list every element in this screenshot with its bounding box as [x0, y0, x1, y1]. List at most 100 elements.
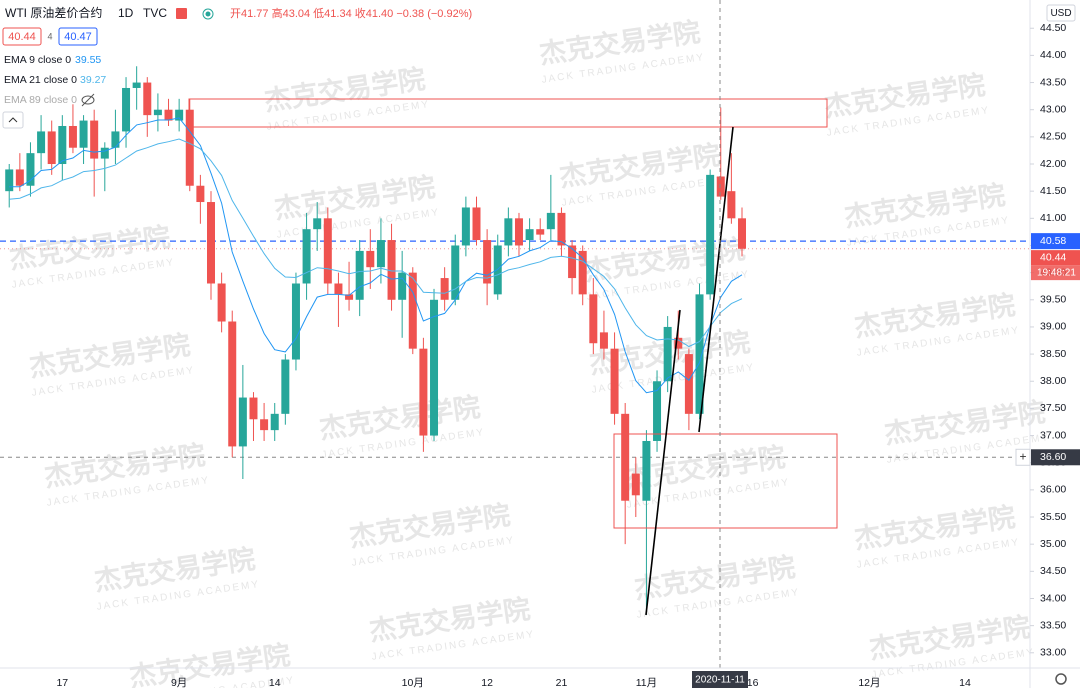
- candle-body: [47, 131, 56, 165]
- market-icon: [176, 8, 187, 19]
- y-tick-label: 34.50: [1040, 565, 1066, 577]
- candle-body: [451, 245, 460, 300]
- status-dot: [205, 11, 211, 17]
- candle-body: [228, 321, 237, 447]
- y-tick-label: 37.50: [1040, 402, 1066, 414]
- candle-body: [536, 229, 545, 235]
- source: TVC: [143, 6, 167, 20]
- currency-box[interactable]: [1046, 4, 1076, 22]
- candle-body: [90, 120, 99, 159]
- candle-body: [345, 294, 354, 300]
- currency: USD: [1050, 8, 1071, 19]
- collapse-icon: [8, 117, 18, 123]
- y-tick-label: 41.00: [1040, 212, 1066, 224]
- y-tick-label: 44.00: [1040, 49, 1066, 61]
- candle-body: [334, 283, 343, 295]
- spread: 4: [47, 31, 52, 41]
- candle-body: [398, 272, 407, 300]
- candle-body: [568, 245, 577, 279]
- x-tick-label: 17: [56, 677, 68, 688]
- zone-rectangle: [188, 98, 828, 128]
- candle-body: [642, 440, 651, 501]
- candle-body: [483, 240, 492, 284]
- y-tick-label: 43.00: [1040, 103, 1066, 115]
- candle-body: [58, 125, 67, 165]
- last-price-box: [1031, 250, 1080, 266]
- crosshair-date-box: [692, 671, 748, 688]
- crosshair-add-button[interactable]: [1015, 448, 1031, 466]
- y-tick-label: 38.50: [1040, 348, 1066, 360]
- candle-body: [26, 153, 35, 186]
- last-price-label: 40.44: [1040, 251, 1066, 263]
- candle-body: [727, 191, 736, 219]
- candle-body: [663, 326, 672, 382]
- x-tick-label: 12: [481, 677, 493, 688]
- ohlc-values: 开41.77 高43.04 低41.34 收41.40 −0.38 (−0.92…: [230, 6, 472, 20]
- candle-body: [695, 294, 704, 414]
- candle-body: [238, 397, 247, 447]
- hide-icon[interactable]: [81, 93, 95, 107]
- y-tick-label: 33.00: [1040, 647, 1066, 659]
- candle-body: [440, 278, 449, 300]
- candle-body: [376, 240, 385, 268]
- y-tick-label: 38.00: [1040, 375, 1066, 387]
- settings-icon[interactable]: [1055, 673, 1067, 685]
- candle-body: [461, 207, 470, 246]
- y-tick-label: 39.00: [1040, 321, 1066, 333]
- candle-body: [557, 212, 566, 246]
- candle-body: [111, 131, 120, 148]
- interval: 1D: [118, 6, 134, 20]
- bid-box[interactable]: [2, 27, 42, 46]
- x-tick-label: 9月: [171, 677, 187, 688]
- candle-body: [132, 82, 141, 88]
- countdown: 19:48:21: [1037, 267, 1076, 278]
- time-axis: 17 9月 14 10月 12 21 11月 16 12月 14: [56, 677, 971, 688]
- candle-body: [706, 174, 715, 295]
- price-labels: 40.58 40.44 19:48:21 + 36.60 2020-11-11: [692, 233, 1080, 688]
- candle-body: [599, 332, 608, 349]
- ema-line: [9, 138, 743, 348]
- candle-body: [302, 229, 311, 284]
- y-tick-label: 44.50: [1040, 22, 1066, 34]
- x-tick-label: 14: [959, 677, 971, 688]
- candle-body: [5, 169, 14, 192]
- candle-body: [323, 218, 332, 284]
- crosshair-price-label: 36.60: [1040, 451, 1066, 463]
- candle-body: [37, 131, 46, 154]
- candle-body: [387, 240, 396, 300]
- candle-body: [674, 337, 683, 349]
- price-line-label-box: [1031, 233, 1080, 250]
- candle-body: [68, 125, 77, 148]
- y-tick-label: 34.00: [1040, 592, 1066, 604]
- y-tick-label: 36.00: [1040, 484, 1066, 496]
- candle-body: [546, 212, 555, 230]
- candle-body: [291, 283, 300, 360]
- crosshair-add-icon: +: [1019, 449, 1026, 463]
- ask-box[interactable]: [58, 27, 98, 46]
- price-line-label: 40.58: [1040, 235, 1066, 247]
- candle-body: [281, 359, 290, 414]
- y-tick-label: 35.00: [1040, 538, 1066, 550]
- status-icon: [202, 8, 214, 20]
- candle-body: [79, 120, 88, 148]
- candle-body: [419, 348, 428, 436]
- candle-body: [185, 109, 194, 186]
- x-tick-label: 14: [269, 677, 281, 688]
- candle-body: [100, 147, 109, 159]
- candle-body: [15, 169, 24, 186]
- candle-body: [270, 413, 279, 431]
- candle-body: [621, 413, 630, 501]
- collapse-button[interactable]: [2, 111, 24, 129]
- legend-name: EMA 9 close 0: [4, 54, 71, 66]
- y-tick-label: 39.50: [1040, 294, 1066, 306]
- candle-body: [122, 87, 131, 132]
- candle-body: [207, 202, 215, 284]
- zone-rectangle: [613, 433, 838, 529]
- y-tick-label: 33.50: [1040, 619, 1066, 631]
- y-tick-label: 42.00: [1040, 158, 1066, 170]
- crosshair-price-box: [1031, 449, 1080, 466]
- bid: 40.44: [8, 31, 36, 43]
- candle-body: [196, 185, 205, 203]
- countdown-box: [1031, 265, 1080, 281]
